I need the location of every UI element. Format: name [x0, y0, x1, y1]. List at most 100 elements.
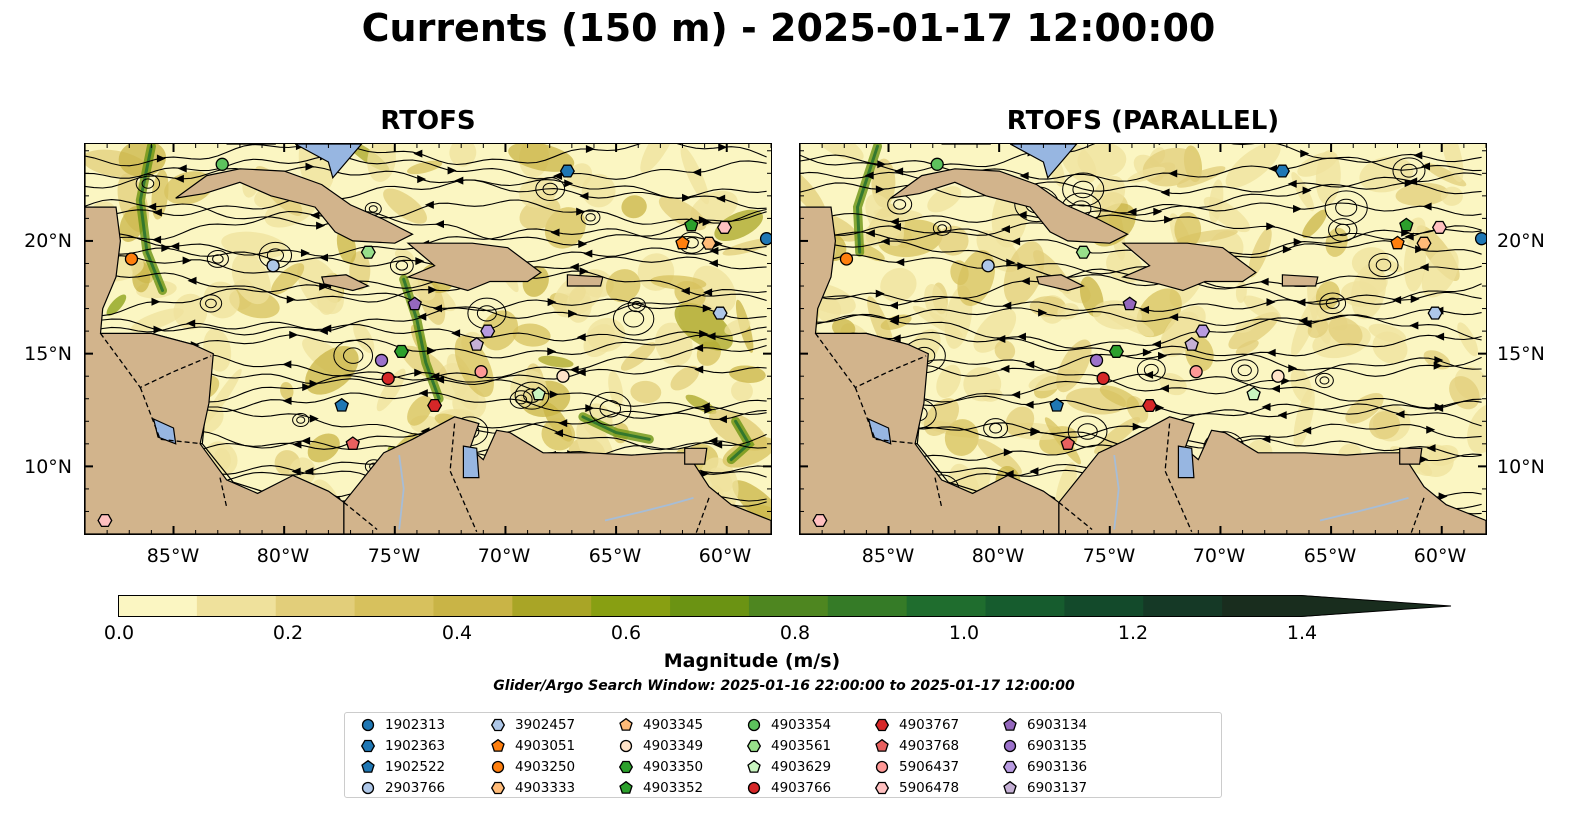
legend-marker[interactable] [619, 781, 633, 794]
legend-marker[interactable] [747, 739, 761, 753]
current-magnitude-patch [1421, 248, 1459, 298]
float-marker-5906437[interactable] [474, 365, 488, 379]
float-marker-1902313[interactable] [759, 232, 771, 246]
float-marker-4903561[interactable] [1075, 245, 1091, 259]
streamline-arrow [576, 368, 586, 377]
legend-label: 2903766 [385, 780, 446, 796]
legend-marker[interactable] [1003, 781, 1017, 794]
float-marker-4903629[interactable] [531, 386, 546, 401]
current-magnitude-patch [1315, 150, 1341, 205]
float-marker-6903135[interactable] [374, 353, 389, 368]
float-marker-3902457[interactable] [1427, 306, 1443, 320]
float-marker-4903333[interactable] [701, 236, 717, 250]
float-marker-4903350[interactable] [1108, 344, 1124, 358]
streamline-arrow [717, 415, 727, 424]
bahamas-bank [294, 144, 363, 180]
legend-marker[interactable] [875, 718, 889, 732]
float-marker-5906478[interactable] [1431, 220, 1448, 234]
float-marker-6903135[interactable] [1089, 353, 1104, 368]
lon-tick-label: 80°W [971, 545, 1025, 567]
colorbar-segment [591, 595, 671, 617]
legend-marker[interactable] [491, 781, 505, 795]
current-magnitude-patch [353, 322, 375, 354]
legend-marker[interactable] [491, 718, 505, 732]
float-marker-4903349[interactable] [1271, 369, 1285, 383]
eddy-streamline [292, 413, 310, 428]
streamline-arrow [708, 436, 718, 445]
float-marker-1902522[interactable] [334, 397, 349, 412]
eddy-streamline [599, 400, 622, 418]
float-marker-1902363[interactable] [559, 164, 575, 178]
float-marker-4903561[interactable] [360, 245, 376, 259]
legend-marker[interactable] [361, 760, 375, 773]
float-marker-4903051[interactable] [675, 235, 690, 250]
float-marker-1902313[interactable] [1474, 232, 1486, 246]
legend-marker[interactable] [361, 718, 375, 732]
float-marker-5906478[interactable] [812, 513, 828, 528]
streamline-arrow [286, 295, 296, 304]
streamline [800, 313, 1482, 349]
eddy-streamline [1237, 364, 1252, 377]
country-border [1164, 423, 1193, 532]
float-marker-5906437[interactable] [1189, 365, 1203, 379]
float-marker-4903349[interactable] [556, 369, 570, 383]
legend-marker[interactable] [875, 781, 889, 795]
float-marker-4903768[interactable] [345, 436, 360, 450]
streamline-arrow [1293, 237, 1303, 246]
legend-marker[interactable] [1003, 760, 1017, 774]
float-marker-6903137[interactable] [469, 336, 484, 351]
float-marker-4903768[interactable] [1060, 436, 1075, 450]
legend-marker[interactable] [619, 718, 633, 731]
legend-marker[interactable] [875, 760, 889, 774]
streamline-arrow [576, 333, 586, 342]
streamline-arrow [430, 372, 440, 381]
float-marker-4903352[interactable] [1399, 217, 1414, 232]
streamline-arrow [1302, 186, 1312, 195]
float-marker-6903136[interactable] [480, 324, 496, 338]
legend-marker[interactable] [491, 760, 505, 774]
float-marker-4903250[interactable] [124, 252, 139, 266]
float-marker-4903051[interactable] [1390, 235, 1405, 250]
float-marker-4903766[interactable] [381, 371, 395, 386]
streamline-arrow [709, 246, 719, 255]
float-marker-2903766[interactable] [981, 259, 995, 273]
streamline-arrow [718, 144, 728, 152]
streamline-arrow [1421, 162, 1431, 171]
float-marker-2903766[interactable] [266, 259, 280, 273]
legend-marker[interactable] [747, 760, 761, 773]
map-panel-rtofs[interactable] [84, 143, 772, 535]
float-marker-5906478[interactable] [97, 513, 113, 528]
float-marker-1902363[interactable] [1274, 164, 1290, 178]
float-marker-6903134[interactable] [1122, 296, 1137, 311]
map-panel-rtofs-parallel[interactable] [799, 143, 1487, 535]
legend-marker[interactable] [875, 739, 889, 752]
float-marker-4903250[interactable] [839, 252, 854, 266]
float-marker-4903766[interactable] [1096, 371, 1110, 386]
legend-marker[interactable] [619, 760, 633, 774]
float-marker-4903354[interactable] [215, 157, 229, 171]
legend-marker[interactable] [1003, 739, 1017, 753]
legend-marker[interactable] [361, 739, 375, 753]
legend-marker[interactable] [491, 739, 505, 752]
legend-item: 3902457 [491, 715, 575, 735]
float-marker-6903134[interactable] [407, 296, 422, 311]
float-marker-4903767[interactable] [427, 398, 443, 413]
float-marker-4903354[interactable] [930, 157, 944, 171]
legend-marker[interactable] [361, 781, 375, 795]
float-marker-6903136[interactable] [1195, 324, 1211, 338]
float-marker-4903629[interactable] [1246, 386, 1261, 401]
float-marker-6903137[interactable] [1184, 336, 1199, 351]
streamline [800, 240, 1482, 275]
legend-marker[interactable] [1003, 718, 1017, 731]
float-marker-4903767[interactable] [1142, 398, 1158, 413]
float-marker-5906478[interactable] [716, 220, 733, 234]
legend-marker[interactable] [747, 718, 761, 732]
legend-label: 5906478 [899, 780, 960, 796]
float-marker-1902522[interactable] [1049, 397, 1064, 412]
float-marker-4903352[interactable] [684, 217, 699, 232]
legend-marker[interactable] [619, 739, 633, 753]
legend-marker[interactable] [747, 781, 761, 795]
float-marker-4903333[interactable] [1416, 236, 1432, 250]
float-marker-3902457[interactable] [712, 306, 728, 320]
float-marker-4903350[interactable] [393, 344, 409, 358]
